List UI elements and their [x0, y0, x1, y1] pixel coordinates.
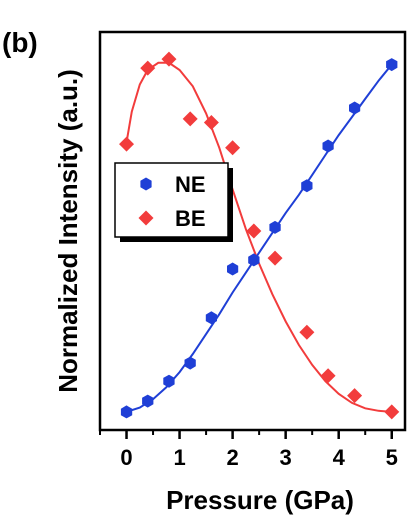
- data-point-ne: [121, 405, 132, 418]
- x-tick-label: 0: [120, 445, 132, 470]
- data-point-be: [140, 61, 155, 76]
- y-axis-title: Normalized Intensity (a.u.): [53, 69, 83, 393]
- data-point-ne: [163, 375, 174, 388]
- x-tick-label: 3: [280, 445, 292, 470]
- data-point-be: [299, 325, 314, 340]
- data-point-ne: [323, 140, 334, 153]
- data-point-be: [183, 111, 198, 126]
- data-point-be: [384, 404, 399, 419]
- x-tick-label: 1: [173, 445, 185, 470]
- x-axis-ticks: 0 1 2 3 4 5: [100, 430, 398, 470]
- panel-label: (b): [2, 27, 38, 58]
- x-tick-label: 4: [333, 445, 346, 470]
- legend: NE BE: [115, 163, 233, 242]
- legend-box: [115, 163, 228, 237]
- x-tick-label: 2: [226, 445, 238, 470]
- data-point-be: [119, 137, 134, 152]
- data-point-be: [225, 140, 240, 155]
- x-axis-title: Pressure (GPa): [166, 485, 354, 515]
- data-point-ne: [185, 357, 196, 370]
- x-tick-label: 5: [386, 445, 398, 470]
- data-point-be: [268, 251, 283, 266]
- data-point-ne: [227, 263, 238, 276]
- data-point-be: [321, 368, 336, 383]
- legend-label-ne: NE: [175, 172, 206, 197]
- legend-label-be: BE: [175, 206, 206, 231]
- data-point-ne: [206, 311, 217, 324]
- data-point-ne: [349, 102, 360, 115]
- data-point-be: [161, 52, 176, 67]
- data-point-be: [204, 115, 219, 130]
